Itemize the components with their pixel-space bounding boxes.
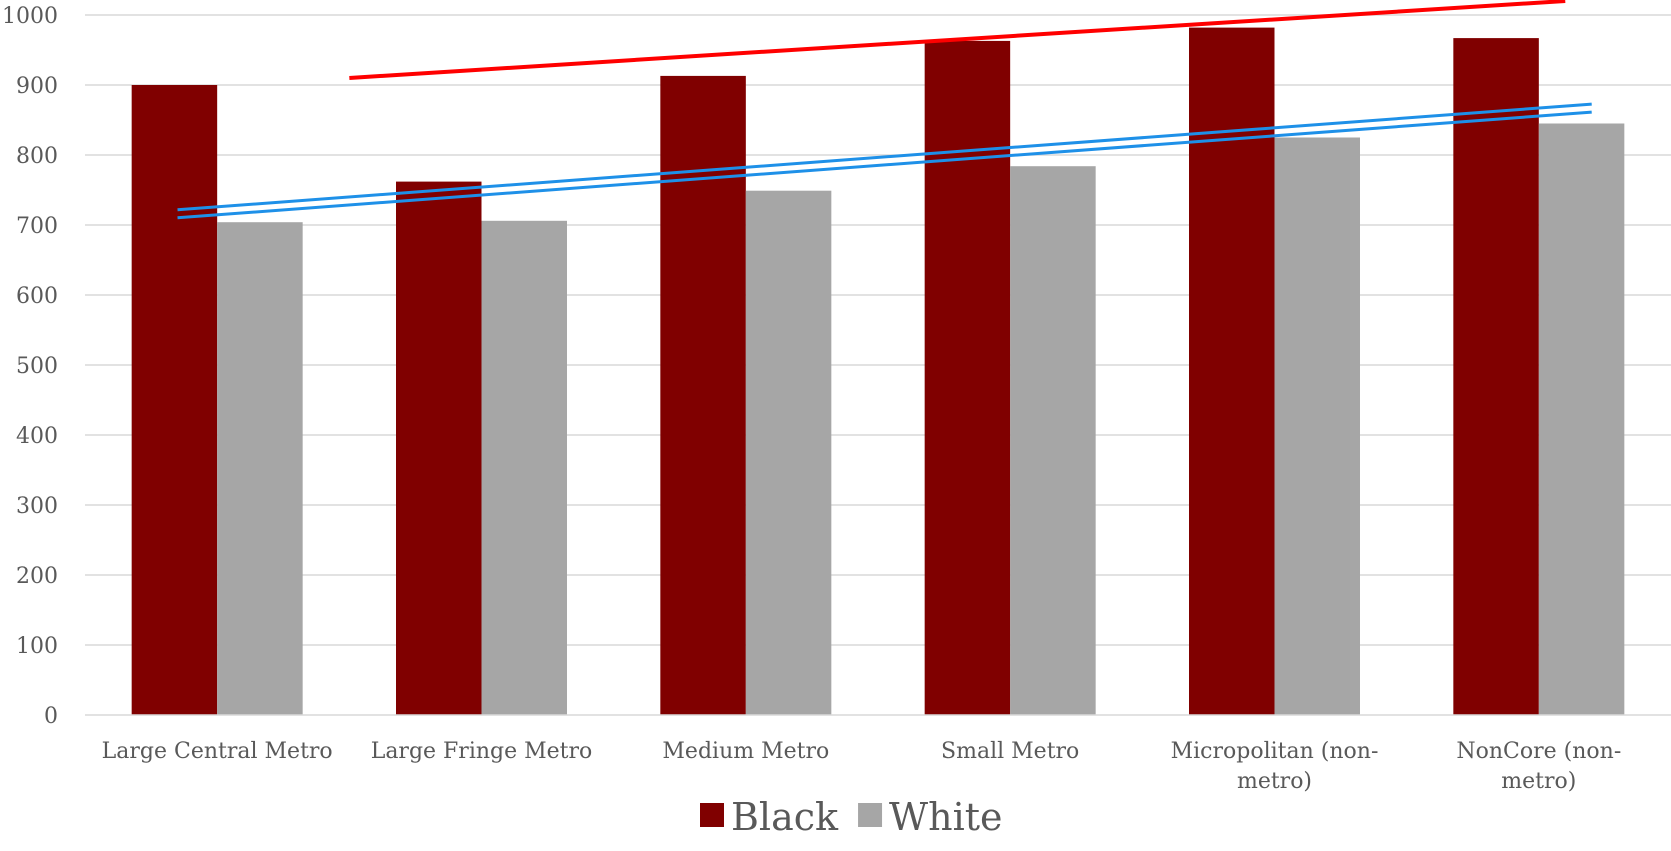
bar-white <box>1274 137 1360 715</box>
gridlines <box>85 14 1671 646</box>
x-tick-label: Large Fringe Metro <box>371 739 593 764</box>
y-tick-label: 600 <box>16 284 58 309</box>
y-tick-label: 800 <box>16 144 58 169</box>
bar-white <box>217 222 303 715</box>
y-tick-label: 900 <box>16 74 58 99</box>
y-tick-label: 400 <box>16 424 58 449</box>
bar-white <box>1010 166 1096 715</box>
trendline-black <box>349 0 1566 80</box>
x-tick-label: metro) <box>1501 769 1576 794</box>
legend-swatch-white <box>858 803 883 827</box>
legend-label-black: Black <box>731 795 839 839</box>
bar-black <box>131 85 218 715</box>
y-tick-label: 200 <box>16 564 58 589</box>
bar-white <box>481 220 567 716</box>
bar-black <box>396 181 482 716</box>
x-tick-label: Medium Metro <box>662 739 829 764</box>
trendline-white <box>177 102 1592 212</box>
x-tick-label: Large Central Metro <box>102 739 333 764</box>
bar-black <box>660 75 746 715</box>
y-tick-label: 700 <box>16 214 58 239</box>
x-tick-label: Small Metro <box>941 739 1079 764</box>
bar-black <box>1453 38 1539 716</box>
y-axis-ticks: 0 100 200 300 400 500 600 700 800 900 1000 <box>2 4 58 729</box>
x-tick-label: Micropolitan (non- <box>1171 739 1379 764</box>
legend-label-white: White <box>889 795 1002 839</box>
bar-black <box>924 40 1011 715</box>
legend: Black White <box>700 795 1003 839</box>
bars <box>131 27 1625 716</box>
y-tick-label: 500 <box>16 354 58 379</box>
y-tick-label: 0 <box>44 704 58 729</box>
trendline-white <box>177 110 1592 220</box>
x-tick-label: metro) <box>1237 769 1312 794</box>
bar-white <box>1538 123 1625 715</box>
x-axis-labels: Large Central Metro Large Fringe Metro Med… <box>102 739 1622 794</box>
legend-swatch-black <box>700 803 724 827</box>
y-tick-label: 1000 <box>2 4 58 29</box>
y-tick-label: 100 <box>16 634 58 659</box>
x-tick-label: NonCore (non- <box>1456 739 1621 764</box>
trendlines <box>177 0 1592 220</box>
bar-white <box>745 190 832 715</box>
y-tick-label: 300 <box>16 494 58 519</box>
